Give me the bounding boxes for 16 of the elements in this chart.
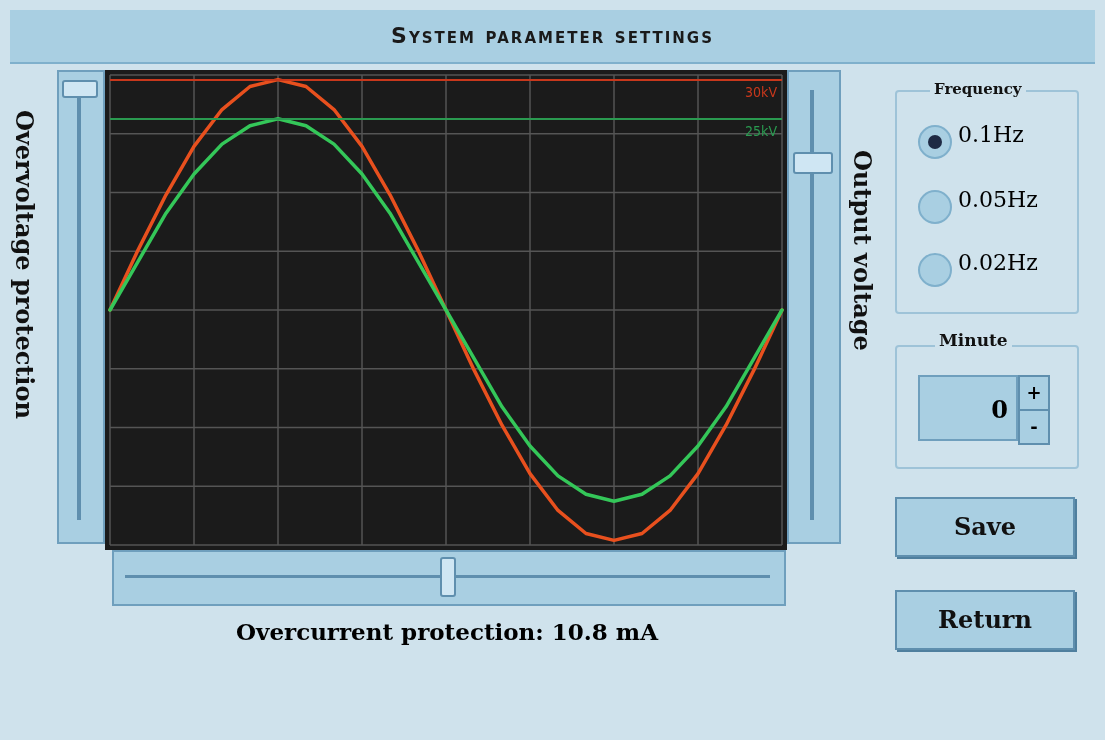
text: Save xyxy=(895,497,1075,557)
text: 0.05Hz xyxy=(958,187,1038,212)
y2-axis-title: Output voltage xyxy=(848,150,877,353)
text: Return xyxy=(895,590,1075,650)
chart-title: System parameter settings xyxy=(10,10,1095,64)
text: Frequency xyxy=(930,80,1026,98)
ref-line-label: 25kV xyxy=(745,122,778,139)
y-axis-title: Overvoltage protection xyxy=(10,110,39,421)
ref-line-label: 30kV xyxy=(745,83,778,100)
text: + xyxy=(1018,375,1050,411)
text: Minute xyxy=(935,330,1012,350)
text: - xyxy=(1018,409,1050,445)
text: 0.1Hz xyxy=(958,122,1024,147)
x-axis-title: Overcurrent protection: 10.8 mA xyxy=(235,618,660,645)
text: 0 xyxy=(918,375,1018,441)
text: 0.02Hz xyxy=(958,250,1038,275)
